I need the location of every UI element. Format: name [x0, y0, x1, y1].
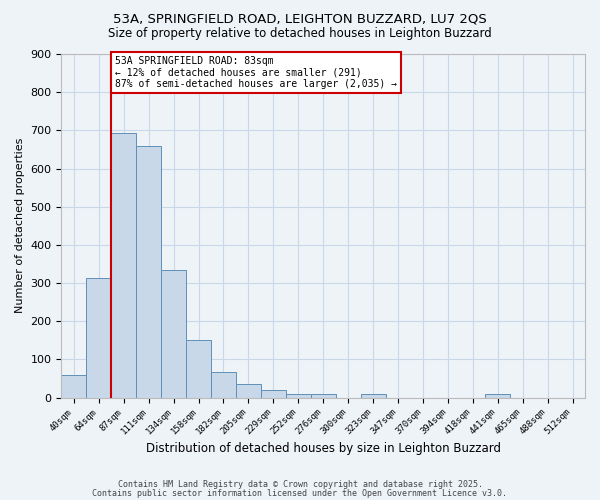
Bar	[286, 394, 311, 398]
Bar	[61, 374, 86, 398]
Bar	[236, 384, 261, 398]
Bar	[111, 133, 136, 398]
Bar	[136, 146, 161, 398]
Text: 53A, SPRINGFIELD ROAD, LEIGHTON BUZZARD, LU7 2QS: 53A, SPRINGFIELD ROAD, LEIGHTON BUZZARD,…	[113, 12, 487, 26]
Y-axis label: Number of detached properties: Number of detached properties	[15, 138, 25, 314]
Bar	[485, 394, 510, 398]
Bar	[211, 372, 236, 398]
Bar	[161, 270, 186, 398]
Bar	[186, 340, 211, 398]
Bar	[86, 278, 111, 398]
X-axis label: Distribution of detached houses by size in Leighton Buzzard: Distribution of detached houses by size …	[146, 442, 501, 455]
Text: Contains public sector information licensed under the Open Government Licence v3: Contains public sector information licen…	[92, 488, 508, 498]
Text: Size of property relative to detached houses in Leighton Buzzard: Size of property relative to detached ho…	[108, 28, 492, 40]
Text: Contains HM Land Registry data © Crown copyright and database right 2025.: Contains HM Land Registry data © Crown c…	[118, 480, 482, 489]
Text: 53A SPRINGFIELD ROAD: 83sqm
← 12% of detached houses are smaller (291)
87% of se: 53A SPRINGFIELD ROAD: 83sqm ← 12% of det…	[115, 56, 397, 89]
Bar	[311, 394, 335, 398]
Bar	[261, 390, 286, 398]
Bar	[361, 394, 386, 398]
